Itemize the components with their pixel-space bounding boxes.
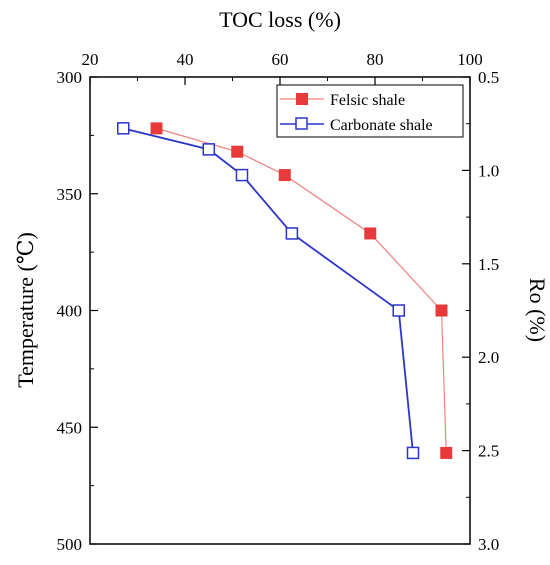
- series-point-0: [440, 446, 453, 459]
- legend-label-felsic: Felsic shale: [330, 92, 405, 109]
- series-layer: [117, 122, 453, 460]
- series-point-1: [406, 446, 420, 460]
- y-tick-label: 450: [57, 418, 83, 437]
- ticks: [89, 76, 471, 545]
- y2-axis-title: Ro (%): [525, 278, 550, 342]
- series-point-1: [202, 143, 215, 156]
- series-point-1: [285, 227, 299, 240]
- legend-marker-felsic: [296, 93, 308, 105]
- series-point-0: [150, 122, 163, 135]
- y2-tick-label: 3.0: [478, 535, 499, 554]
- y-tick-label: 300: [57, 68, 83, 87]
- series-point-1: [117, 122, 130, 135]
- legend: Felsic shale Carbonate shale: [276, 84, 464, 138]
- x-axis-title: TOC loss (%): [219, 7, 341, 32]
- x-tick-label: 60: [272, 50, 289, 69]
- tick-labels: 20 40 60 80 100 300 350 400 450 500 0.5 1.0 1.5 2.0 2.…: [57, 50, 500, 554]
- series-point-0: [435, 304, 448, 317]
- y-tick-label: 350: [57, 185, 83, 204]
- series-point-1: [235, 168, 249, 182]
- x-tick-label: 100: [457, 50, 483, 69]
- y2-tick-label: 1.0: [478, 161, 499, 180]
- x-tick-label: 40: [177, 50, 194, 69]
- x-tick-label: 80: [367, 50, 384, 69]
- series-point-0: [278, 169, 291, 182]
- plot-frame: [89, 76, 471, 545]
- legend-label-carbonate: Carbonate shale: [330, 117, 433, 134]
- y-tick-label: 500: [57, 535, 83, 554]
- y2-tick-label: 2.5: [478, 442, 499, 461]
- series-line-0: [156, 127, 447, 453]
- y2-tick-label: 1.5: [478, 255, 499, 274]
- y-axis-title: Temperature (℃): [13, 232, 38, 388]
- series-point-1: [392, 304, 405, 317]
- y-tick-label: 400: [57, 302, 83, 321]
- legend-marker-carbonate: [295, 117, 308, 130]
- x-tick-label: 20: [82, 50, 99, 69]
- y2-tick-label: 0.5: [478, 68, 499, 87]
- series-point-0: [364, 227, 377, 240]
- y2-tick-label: 2.0: [478, 348, 499, 367]
- series-point-0: [231, 145, 244, 158]
- series-line-1: [123, 127, 414, 454]
